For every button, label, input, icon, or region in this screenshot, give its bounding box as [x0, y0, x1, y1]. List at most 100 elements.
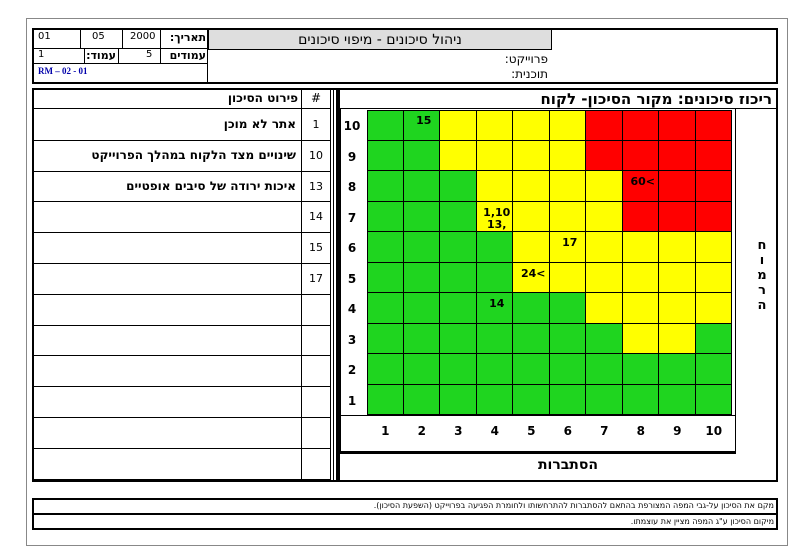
y-tick-label: 5 — [347, 271, 357, 286]
matrix-cell — [549, 140, 586, 171]
meta-vline-2 — [122, 30, 123, 48]
matrix-cell — [695, 232, 732, 263]
list-item: 1 אתר לא מוכן — [34, 110, 330, 141]
matrix-cell — [513, 201, 550, 232]
matrix-cell — [586, 110, 623, 141]
footer-mid-line — [34, 513, 776, 515]
matrix-cell — [659, 232, 696, 263]
pages-value: 5 — [146, 49, 153, 60]
list-divider-double — [330, 90, 334, 480]
page-label: עמוד: — [86, 49, 116, 62]
y-tick-label: 1 — [347, 393, 357, 408]
list-item — [34, 387, 330, 418]
matrix-cell — [513, 354, 550, 385]
matrix-cell — [513, 140, 550, 171]
matrix-cell — [403, 384, 440, 415]
list-item — [34, 326, 330, 357]
matrix-cell — [659, 140, 696, 171]
meta-hline-2 — [34, 63, 208, 64]
project-label: פרוייקט: — [504, 52, 548, 66]
matrix-cell — [476, 110, 513, 141]
matrix-cell — [476, 140, 513, 171]
meta-vline-3 — [160, 30, 161, 63]
matrix-cell — [586, 171, 623, 202]
matrix-cell — [476, 293, 513, 324]
x-tick-label: 9 — [673, 424, 682, 438]
y-axis-letter: ר — [758, 283, 766, 298]
y-axis-letter: ח — [757, 238, 767, 253]
matrix-cell — [513, 110, 550, 141]
matrix-outline — [367, 110, 732, 415]
matrix-cell — [659, 110, 696, 141]
meta-vline-1 — [80, 30, 81, 48]
matrix-cell — [476, 323, 513, 354]
matrix-title-underline — [340, 108, 776, 109]
program-label: תוכנית: — [511, 67, 548, 81]
date-label: תאריך: — [169, 31, 206, 44]
list-item — [34, 418, 330, 449]
matrix-risk-label: 24< — [520, 266, 546, 280]
risk-number: 13 — [309, 179, 323, 193]
matrix-title: ריכוז סיכונים: מקור הסיכון- לקוח — [540, 90, 773, 108]
x-tick-label: 5 — [527, 424, 536, 438]
matrix-cell — [513, 293, 550, 324]
matrix-cell — [403, 140, 440, 171]
matrix-cell — [403, 293, 440, 324]
footer-note-2: מיקום הסיכון ע"ג המפה מציין את עוצמתו. — [630, 517, 774, 526]
matrix-cell — [513, 232, 550, 263]
matrix-cell — [659, 293, 696, 324]
title-band — [208, 30, 552, 50]
matrix-risk-label: 13, — [487, 217, 507, 231]
matrix-cell — [403, 110, 440, 141]
risk-number: 1 — [312, 118, 320, 131]
y-tick-label: 4 — [347, 302, 357, 316]
matrix-cell — [367, 171, 404, 202]
matrix-cell — [440, 201, 477, 232]
matrix-cell — [476, 354, 513, 385]
footer-note-1: מקם את הסיכון על-גבי המפה המצורפת בהתאם … — [373, 501, 774, 510]
matrix-cell — [476, 201, 513, 232]
matrix-cell — [403, 232, 440, 263]
x-tick-label: 3 — [454, 424, 463, 438]
matrix-band-line — [367, 200, 732, 202]
matrix-cell — [695, 140, 732, 171]
matrix-cell — [549, 110, 586, 141]
matrix-risk-label: 14 — [489, 297, 505, 310]
x-tick-label: 10 — [705, 424, 723, 438]
matrix-cell — [476, 262, 513, 293]
risk-description: איכות ירודה של סיבים אופטיים — [126, 178, 296, 193]
matrix-cell — [622, 232, 659, 263]
matrix-cell — [367, 110, 404, 141]
y-tick-label: 6 — [347, 241, 357, 255]
x-axis-label: הסתברות — [537, 457, 599, 473]
matrix-cell — [367, 140, 404, 171]
matrix-cell — [622, 201, 659, 232]
x-tick-label: 4 — [490, 424, 499, 438]
matrix-cell — [586, 384, 623, 415]
matrix-cell — [586, 323, 623, 354]
matrix-band-line — [367, 292, 732, 293]
y-tick-label: 2 — [347, 363, 357, 377]
matrix-cell — [659, 262, 696, 293]
page-title: ניהול סיכונים - מיפוי סיכונים — [298, 32, 462, 48]
list-item: 15 — [34, 233, 330, 264]
matrix-risk-label: 17 — [562, 236, 578, 249]
list-item: 13 איכות ירודה של סיבים אופטיים — [34, 172, 330, 203]
matrix-cell — [586, 140, 623, 171]
page-value: 1 — [38, 49, 45, 60]
matrix-cell — [513, 171, 550, 202]
matrix-cell — [440, 293, 477, 324]
matrix-cell — [695, 293, 732, 324]
meta-vline-4 — [84, 48, 85, 63]
matrix-cell — [403, 201, 440, 232]
list-header-line — [34, 108, 330, 109]
matrix-cell — [513, 262, 550, 293]
matrix-cell — [659, 171, 696, 202]
y-tick-label: 10 — [343, 119, 361, 133]
matrix-cell — [549, 201, 586, 232]
matrix-cell — [549, 323, 586, 354]
matrix-cell — [695, 110, 732, 141]
risk-number: 17 — [309, 272, 323, 285]
matrix-cell — [659, 323, 696, 354]
matrix-cell — [549, 384, 586, 415]
